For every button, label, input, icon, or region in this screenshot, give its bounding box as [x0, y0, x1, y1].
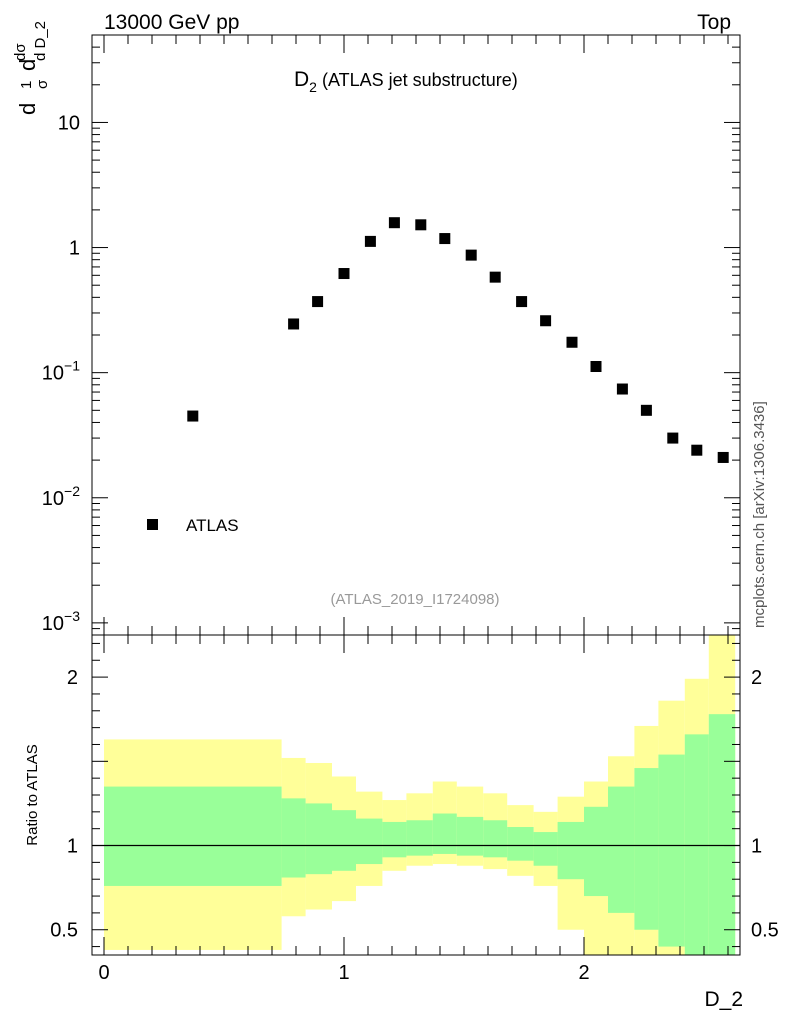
data-marker [590, 361, 602, 373]
main-x-ticks [103, 35, 729, 635]
y-tick-label: 1 [69, 238, 80, 260]
data-marker [489, 271, 501, 283]
data-marker [288, 318, 300, 330]
data-marker [312, 296, 324, 308]
ratio-y-tick-label-left: 0.5 [50, 920, 78, 942]
data-marker [516, 296, 528, 308]
data-marker [465, 249, 477, 261]
ratio-uncertainty-bands [104, 635, 736, 955]
data-marker [717, 451, 729, 463]
green-band-bin [608, 786, 635, 913]
data-marker [439, 233, 451, 245]
green-band-bin [634, 768, 659, 930]
x-tick-label: 2 [578, 962, 589, 984]
data-marker [640, 404, 652, 416]
legend-label-atlas: ATLAS [186, 516, 239, 535]
data-marker [667, 432, 679, 444]
green-band-bin [533, 832, 558, 866]
data-marker [388, 217, 400, 229]
y-axis-label-text: d1σddσ d D_2 [12, 21, 51, 115]
y-tick-label: 10 [58, 112, 80, 134]
green-band-bin [456, 816, 484, 856]
ratio-y-tick-label-right: 1 [751, 836, 762, 858]
data-marker [540, 315, 552, 327]
x-tick-label: 1 [338, 962, 349, 984]
ratio-x-ticks: 0 1 2 [98, 635, 729, 984]
data-marker [566, 336, 578, 348]
green-band-bin [382, 821, 407, 858]
green-band-bin [507, 827, 534, 861]
y-tick-label: 10−3 [42, 608, 80, 635]
main-plot-frame [91, 34, 741, 636]
green-band-bin [332, 810, 356, 871]
process-label: Top [697, 11, 731, 34]
collision-energy-label: 13000 GeV pp [104, 11, 239, 34]
main-y-axis-label: d1σddσ d D_2 [12, 21, 51, 115]
green-band-bin [356, 818, 383, 865]
x-tick-label: 0 [98, 962, 109, 984]
main-plot-panel: 10−3 10−2 10−1 1 10 D2 (ATLAS jet substructu… [12, 21, 741, 636]
analysis-id-label: (ATLAS_2019_I1724098) [330, 591, 499, 608]
data-markers [187, 217, 729, 463]
green-band-bin [406, 820, 433, 856]
ratio-y-tick-label-right: 0.5 [751, 920, 779, 942]
plot-title: D2 (ATLAS jet substructure) [294, 68, 518, 95]
green-band-bin [104, 786, 282, 886]
data-marker [338, 268, 350, 280]
x-axis-label: D_2 [704, 988, 743, 1011]
green-band-bin [305, 803, 332, 875]
data-marker [415, 219, 427, 231]
ratio-y-tick-label-left: 2 [67, 667, 78, 689]
data-marker [187, 410, 199, 422]
legend-marker-atlas [147, 519, 158, 530]
ratio-y-tick-label-left: 1 [67, 836, 78, 858]
y-tick-label: 10−2 [42, 483, 80, 510]
green-band-bin [557, 821, 584, 880]
legend: ATLAS [147, 516, 239, 535]
y-tick-label: 10−1 [42, 358, 80, 385]
ratio-plot-panel: 0 1 2 0.5 0.5 1 1 2 2 Ratio to ATLAS D_2 [24, 634, 779, 1011]
green-band-bin [684, 734, 709, 955]
green-band-bin [658, 754, 685, 947]
green-band-bin [584, 806, 608, 897]
source-credit-label: mcplots.cern.ch [arXiv:1306.3436] [751, 401, 768, 628]
data-marker [364, 235, 376, 247]
main-y-ticks: 10−3 10−2 10−1 1 10 [42, 34, 740, 636]
data-marker [616, 383, 628, 395]
green-band-bin [432, 813, 457, 854]
green-band-bin [708, 714, 736, 955]
ratio-y-ticks: 0.5 0.5 1 1 2 2 [50, 642, 779, 948]
ratio-y-axis-label: Ratio to ATLAS [24, 744, 41, 845]
ratio-y-tick-label-right: 2 [751, 667, 762, 689]
green-band-bin [281, 798, 306, 878]
green-band-bin [483, 820, 508, 858]
data-marker [691, 444, 703, 456]
